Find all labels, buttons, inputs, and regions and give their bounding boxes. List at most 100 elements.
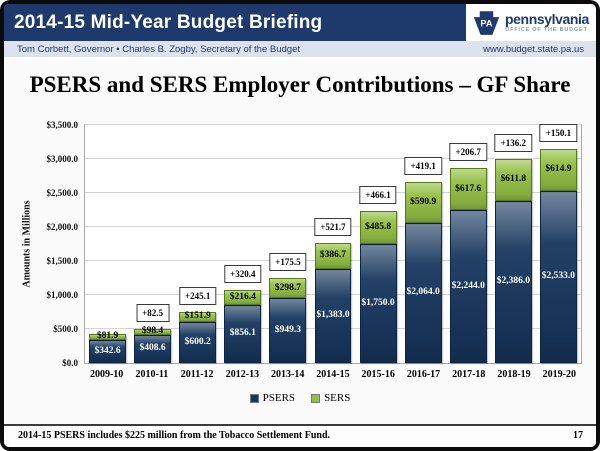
psers-bar-segment: $2,533.0	[539, 190, 577, 363]
increase-callout: +245.1	[179, 286, 217, 305]
increase-callout: +466.1	[359, 185, 397, 204]
legend-item: SERS	[311, 392, 350, 404]
psers-value-label: $600.2	[184, 336, 211, 347]
psers-value-label: $2,064.0	[406, 287, 440, 298]
psers-value-label: $949.3	[274, 324, 301, 335]
legend-label: SERS	[324, 392, 351, 404]
psers-value-label: $2,386.0	[496, 276, 530, 287]
sers-value-label: $485.8	[364, 221, 392, 232]
psers-bar-segment: $2,064.0	[404, 222, 442, 363]
sers-bar-segment: $590.9	[404, 182, 442, 223]
increase-callout: +175.5	[269, 253, 307, 272]
y-tick-label: $3,500.0	[46, 120, 79, 130]
sers-value-label: $617.6	[455, 183, 482, 194]
x-axis-label: 2017-18	[452, 369, 486, 380]
psers-bar-segment: $856.1	[224, 304, 262, 363]
x-axis-label: 2013-14	[271, 369, 305, 380]
bar-group: $2,244.0 $617.6 +206.7	[446, 125, 491, 363]
x-axis-label: 2016-17	[406, 369, 441, 380]
sers-value-label: $614.9	[545, 164, 572, 175]
footer-bar: 2014-15 PSERS includes $225 million from…	[4, 424, 596, 447]
y-tick-label: $2,000.0	[46, 222, 79, 232]
psers-bar-segment: $342.6	[89, 339, 126, 363]
chart-title: PSERS and SERS Employer Contributions – …	[29, 72, 571, 97]
psers-bar-segment: $600.2	[179, 322, 217, 363]
page-number: 17	[573, 430, 583, 441]
bar-group: $856.1 $216.4 +320.4	[220, 125, 265, 363]
bar-group: $342.6 $81.9	[85, 125, 130, 363]
increase-callout: +136.2	[494, 134, 533, 153]
sers-bar-segment: $298.7	[269, 278, 307, 299]
bar-group: $2,386.0 $611.8 +136.2	[491, 125, 536, 363]
subheader-bar: Tom Corbett, Governor • Charles B. Zogby…	[4, 41, 596, 59]
gridline	[85, 192, 581, 193]
briefing-title: 2014-15 Mid-Year Budget Briefing	[14, 11, 323, 33]
increase-callout: +206.7	[449, 143, 487, 162]
x-axis-label: 2009-10	[89, 369, 124, 380]
psers-bar-segment: $1,383.0	[314, 268, 352, 363]
psers-bar-segment: $1,750.0	[359, 244, 397, 363]
bar-group: $408.6 $98.4 +82.5	[130, 125, 175, 363]
psers-value-label: $1,383.0	[316, 310, 350, 321]
keystone-icon: PA	[473, 10, 500, 35]
sers-value-label: $386.7	[319, 250, 347, 261]
x-axis-label: 2011-12	[180, 369, 214, 380]
bar-group: $600.2 $151.9 +245.1	[175, 125, 220, 363]
sers-bar-segment: $611.8	[494, 159, 532, 201]
increase-callout: +150.1	[539, 123, 578, 142]
legend-label: PSERS	[262, 392, 296, 404]
bar-group: $1,750.0 $485.8 +466.1	[356, 125, 401, 363]
increase-callout: +320.4	[224, 265, 262, 284]
sers-value-label: $81.9	[96, 331, 119, 342]
x-axis-label: 2014-15	[316, 369, 350, 380]
bar-group: $1,383.0 $386.7 +521.7	[310, 125, 355, 363]
psers-value-label: $2,533.0	[541, 271, 576, 282]
pa-budget-logo: PA pennsylvania OFFICE OF THE BUDGET	[466, 4, 596, 41]
x-axis-labels: 2009-10 2010-11 2011-12 2012-13 2013-14 2014-…	[84, 364, 582, 380]
sers-bar-segment: $216.4	[224, 290, 262, 305]
y-tick-label: $0.0	[62, 358, 78, 368]
slide: 2014-15 Mid-Year Budget Briefing PA penn…	[4, 4, 596, 447]
gridline	[85, 124, 581, 125]
logo-tagline: OFFICE OF THE BUDGET	[505, 26, 588, 33]
sers-bar-segment: $151.9	[179, 311, 217, 323]
legend-swatch-sers	[311, 393, 321, 403]
sers-bar-segment: $81.9	[89, 331, 126, 342]
x-axis-label: 2015-16	[361, 369, 395, 380]
sers-value-label: $590.9	[410, 196, 437, 207]
psers-bar-segment: $2,386.0	[494, 200, 532, 363]
y-axis-ticks: $0.0 $500.0 $1,000.0 $1,500.0 $2,000.0 $2,500…	[19, 120, 85, 368]
bar-group: $2,064.0 $590.9 +419.1	[401, 125, 446, 363]
x-axis-label: 2018-19	[497, 369, 531, 380]
increase-callout: +82.5	[136, 303, 170, 322]
sers-value-label: $611.8	[500, 174, 527, 185]
increase-callout: +521.7	[314, 217, 352, 236]
y-tick-label: $1,500.0	[46, 256, 79, 266]
website-text: www.budget.state.pa.us	[483, 43, 584, 55]
bar-group: $949.3 $298.7 +175.5	[265, 125, 310, 363]
sers-value-label: $151.9	[184, 311, 211, 322]
sers-value-label: $298.7	[274, 282, 301, 293]
bar-group: $2,533.0 $614.9 +150.1	[536, 123, 581, 363]
psers-bar-segment: $408.6	[134, 335, 172, 363]
svg-text:PA: PA	[480, 18, 492, 28]
y-tick-label: $1,000.0	[46, 290, 79, 300]
psers-value-label: $1,750.0	[361, 297, 395, 308]
plot-area: Amounts in Millions $0.0 $500.0 $1,000.0 $1…	[22, 120, 582, 368]
chart-legend: PSERS SERS	[4, 392, 596, 404]
x-axis-label: 2012-13	[225, 369, 260, 380]
sers-value-label: $216.4	[229, 291, 256, 302]
psers-value-label: $408.6	[139, 343, 166, 354]
sers-bar-segment: $386.7	[314, 242, 352, 269]
psers-value-label: $342.6	[94, 345, 121, 356]
gridline	[85, 158, 581, 159]
y-tick-label: $500.0	[53, 324, 78, 334]
legend-item: PSERS	[249, 392, 296, 404]
governor-line: Tom Corbett, Governor • Charles B. Zogby…	[17, 43, 301, 55]
header-bar: 2014-15 Mid-Year Budget Briefing PA penn…	[4, 4, 596, 41]
sers-bar-segment: $617.6	[449, 168, 487, 211]
legend-swatch-psers	[249, 393, 259, 403]
sers-bar-segment: $98.4	[134, 327, 172, 336]
slide-body: PSERS and SERS Employer Contributions – …	[4, 59, 596, 424]
